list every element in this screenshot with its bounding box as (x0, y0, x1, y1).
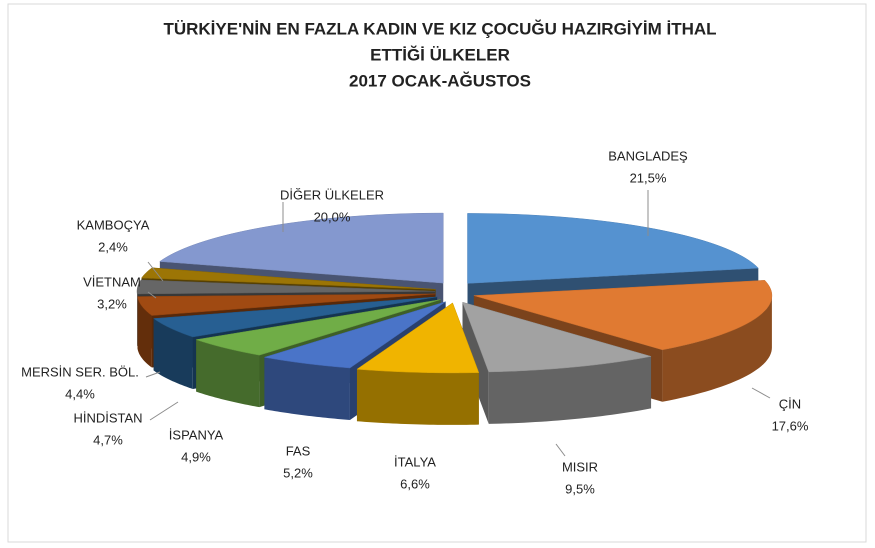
category-label: MISIR (562, 459, 598, 474)
slice-side (137, 296, 152, 368)
value-label: 17,6% (772, 418, 809, 433)
leader-line (147, 261, 164, 282)
category-label: İSPANYA (169, 427, 224, 442)
category-label: VİETNAM (83, 274, 141, 289)
category-label: KAMBOÇYA (77, 217, 150, 232)
slice (462, 301, 652, 373)
leader-line (751, 387, 771, 399)
slice-side (356, 369, 479, 425)
leader-line (555, 443, 566, 457)
value-label: 4,7% (93, 432, 123, 447)
slice (356, 302, 480, 374)
slice (196, 299, 441, 356)
value-label: 5,2% (283, 465, 313, 480)
value-label: 9,5% (565, 481, 595, 496)
chart-title: ETTİĞİ ÜLKELER (370, 45, 510, 64)
value-label: 21,5% (630, 170, 667, 185)
value-label: 20,0% (314, 209, 351, 224)
value-label: 2,4% (98, 239, 128, 254)
chart-title: TÜRKİYE'NİN EN FAZLA KADIN VE KIZ ÇOCUĞU… (163, 19, 716, 38)
value-label: 3,2% (97, 296, 127, 311)
leader-line (149, 401, 179, 421)
value-label: 6,6% (400, 476, 430, 491)
chart-title: 2017 OCAK-AĞUSTOS (349, 71, 531, 90)
category-label: FAS (286, 443, 311, 458)
slice (473, 280, 773, 351)
slice (152, 296, 438, 338)
slice-wall (462, 302, 489, 424)
category-label: HİNDİSTAN (73, 410, 142, 425)
slice (136, 279, 436, 295)
slice-side (196, 339, 260, 408)
slice (467, 213, 759, 284)
labels: BANGLADEŞ 21,5% ÇİN 17,6% MISIR 9,5% İTALYA 6,6… (21, 148, 809, 496)
slice (159, 212, 444, 284)
slice-3d (356, 302, 480, 425)
category-label: DİĞER ÜLKELER (280, 187, 384, 202)
slice-side (488, 356, 652, 424)
slice-side (264, 357, 350, 421)
category-label: MERSİN SER. BÖL. (21, 364, 139, 379)
category-label: ÇİN (779, 396, 801, 411)
slice-3d (462, 301, 652, 424)
pie (136, 212, 773, 425)
leader-line (145, 371, 161, 378)
value-label: 4,9% (181, 449, 211, 464)
value-label: 4,4% (65, 386, 95, 401)
slice (137, 293, 436, 316)
slice-side (662, 295, 772, 402)
slice (141, 267, 436, 290)
category-label: İTALYA (394, 454, 436, 469)
slice-side (153, 318, 193, 389)
category-label: BANGLADEŞ (608, 148, 688, 163)
leader-line (147, 291, 157, 299)
slice (264, 301, 446, 369)
